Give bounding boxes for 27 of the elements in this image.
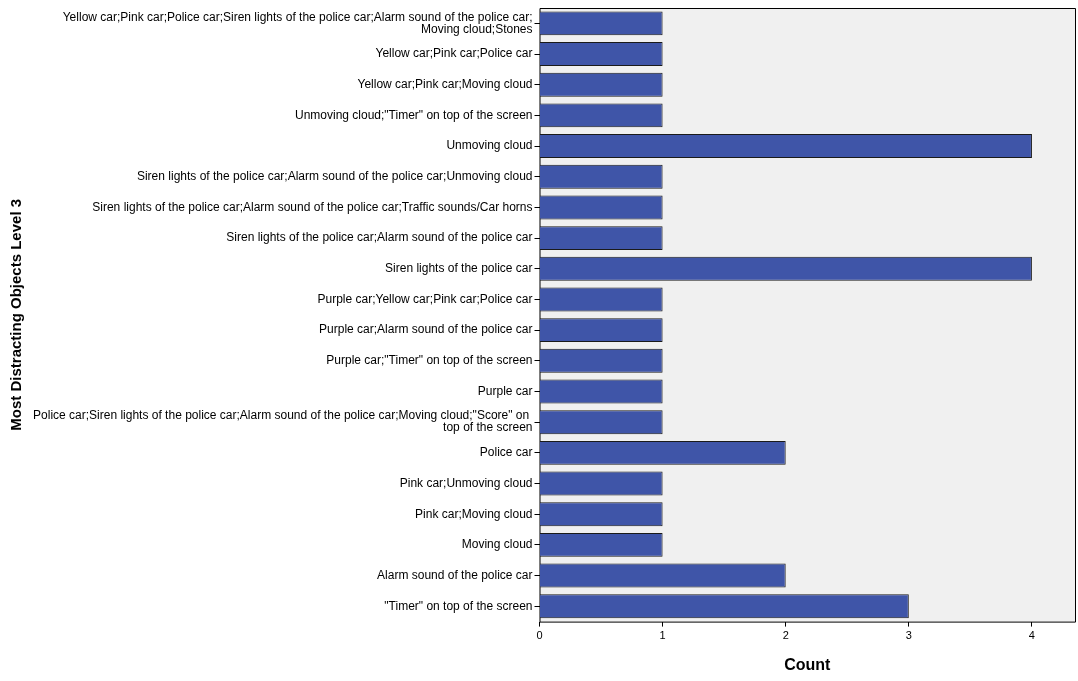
x-tick-label: 4 <box>1028 629 1035 642</box>
y-tick-label: Siren lights of the police car;Alarm sound of the police car <box>226 230 533 245</box>
y-tick-label: Purple car;Alarm sound of the police car <box>319 322 533 337</box>
x-tick-label: 3 <box>905 629 912 642</box>
y-tick-label: Alarm sound of the police car <box>377 567 533 582</box>
y-tick-label: Police car;Siren lights of the police car;Alarm sound of the police car;Moving cloud;"Score" on top of the screen <box>33 408 533 435</box>
y-tick-label: Yellow car;Pink car;Moving cloud <box>357 77 533 92</box>
y-tick-label: Pink car;Unmoving cloud <box>399 475 533 490</box>
y-tick-label: Purple car;Yellow car;Pink car;Police car <box>317 291 533 306</box>
y-tick-label: Unmoving cloud;"Timer" on top of the screen <box>294 107 533 122</box>
x-axis-title: Count <box>784 655 832 673</box>
y-tick-label: Unmoving cloud <box>446 138 533 153</box>
y-tick-label: Yellow car;Pink car;Police car;Siren lights of the police car;Alarm sound of the police car;Moving cloud;Stones <box>62 9 533 36</box>
x-tick-label: 1 <box>659 629 666 642</box>
y-axis-title: Most Distracting Objects Level 3 <box>7 198 25 431</box>
y-tick-label: "Timer" on top of the screen <box>384 598 533 613</box>
y-tick-label: Purple car <box>477 383 533 398</box>
y-tick-label: Police car <box>479 445 533 460</box>
y-tick-label: Pink car;Moving cloud <box>415 506 533 521</box>
x-tick-label: 2 <box>782 629 789 642</box>
y-tick-label: Siren lights of the police car;Alarm sound of the police car;Traffic sounds/Car horns <box>92 199 533 214</box>
y-tick-label: Siren lights of the police car <box>385 261 533 276</box>
y-tick-label: Siren lights of the police car;Alarm sound of the police car;Unmoving cloud <box>136 169 533 184</box>
y-tick-label: Yellow car;Pink car;Police car <box>375 46 533 61</box>
y-tick-label: Purple car;"Timer" on top of the screen <box>326 353 533 368</box>
y-tick-label: Moving cloud <box>461 537 533 552</box>
x-tick-label: 0 <box>536 629 543 642</box>
